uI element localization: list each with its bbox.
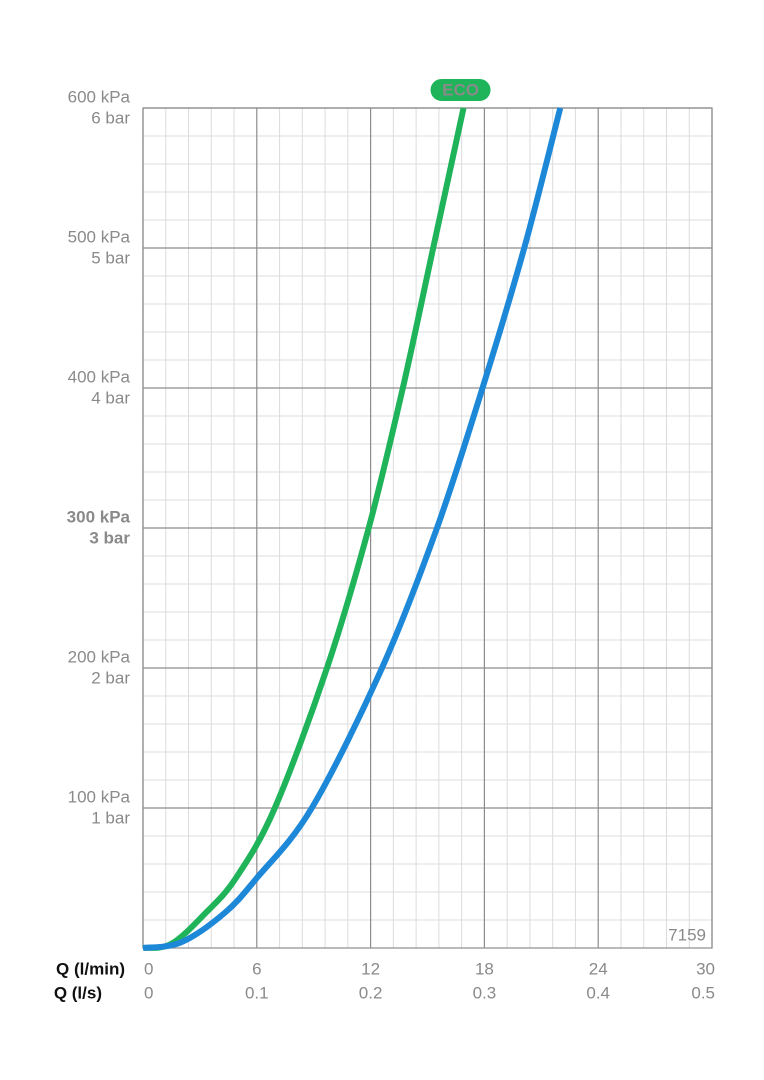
line <box>142 107 564 951</box>
y-tick-label: 600 kPa <box>68 87 131 106</box>
y-tick-label-secondary: 4 bar <box>91 388 130 407</box>
x-axis-label-secondary: Q (l/s) <box>54 983 102 1002</box>
x-tick-label: 18 <box>475 959 494 978</box>
x-tick-label: 0 <box>144 959 153 978</box>
y-tick-label: 400 kPa <box>68 367 131 386</box>
y-tick-label-secondary: 1 bar <box>91 808 130 827</box>
x-tick-label-secondary: 0.3 <box>473 983 497 1002</box>
x-tick-label-secondary: 0.1 <box>245 983 269 1002</box>
line <box>142 107 467 951</box>
x-axis-label: Q (l/min) <box>56 959 125 978</box>
x-tick-label-secondary: 0 <box>144 983 153 1002</box>
annotation: 7159 <box>668 925 706 944</box>
legend-badge: ECO <box>428 77 493 103</box>
y-tick-label: 100 kPa <box>68 787 131 806</box>
legend-label: ECO <box>442 80 479 99</box>
y-tick-label-secondary: 2 bar <box>91 668 130 687</box>
y-tick-label-secondary: 3 bar <box>89 528 130 547</box>
y-tick-label: 200 kPa <box>68 647 131 666</box>
y-tick-label: 500 kPa <box>68 227 131 246</box>
y-tick-label: 300 kPa <box>67 507 131 526</box>
y-tick-label-secondary: 6 bar <box>91 108 130 127</box>
x-tick-label-secondary: 0.4 <box>586 983 610 1002</box>
x-tick-label: 12 <box>361 959 380 978</box>
x-tick-label-secondary: 0.5 <box>691 983 715 1002</box>
x-tick-label: 30 <box>696 959 715 978</box>
badge-shape <box>428 77 493 103</box>
x-tick-label: 24 <box>589 959 608 978</box>
y-tick-label-secondary: 5 bar <box>91 248 130 267</box>
x-tick-label-secondary: 0.2 <box>359 983 383 1002</box>
plot-frame <box>142 107 713 949</box>
x-tick-label: 6 <box>252 959 261 978</box>
